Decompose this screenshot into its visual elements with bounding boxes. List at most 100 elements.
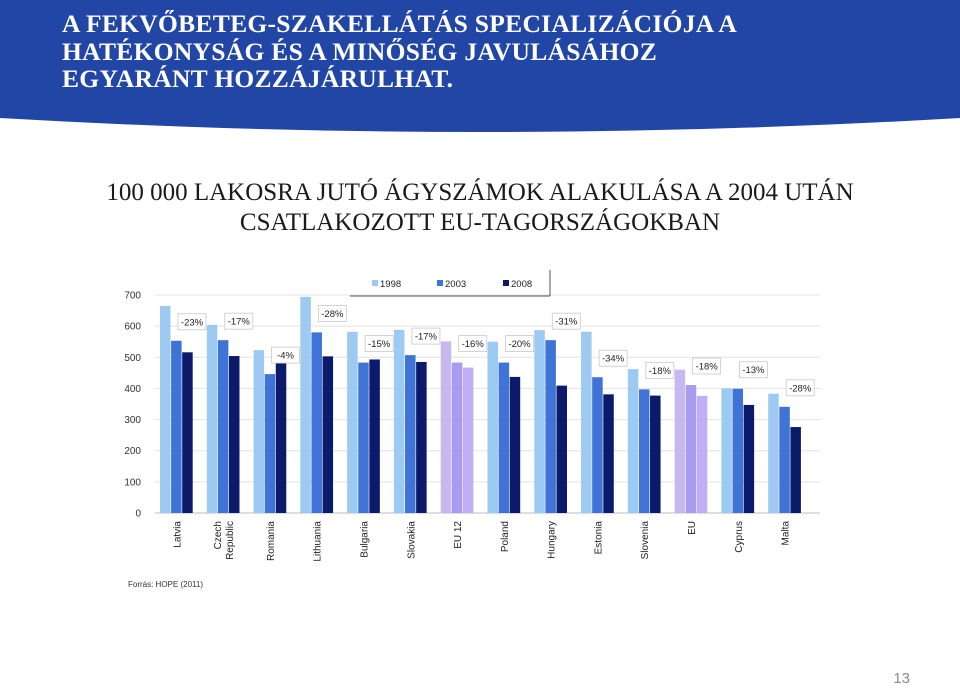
annotation-box xyxy=(551,312,581,330)
annotation-box xyxy=(645,361,675,379)
annotation-label: -28% xyxy=(321,309,344,320)
chart-subtitle: 100 000 LAKOSRA JUTÓ ÁGYSZÁMOK ALAKULÁSA… xyxy=(0,178,960,238)
bar xyxy=(347,331,358,513)
bar xyxy=(534,330,545,513)
title-banner: A FEKVŐBETEG-SZAKELLÁTÁS SPECIALIZÁCIÓJA… xyxy=(0,0,960,140)
bar xyxy=(182,352,193,513)
annotation-label: -28% xyxy=(789,383,812,394)
category-label: Slovakia xyxy=(406,521,417,559)
bar xyxy=(311,332,322,513)
y-tick-label: 600 xyxy=(124,322,141,333)
bar xyxy=(405,355,416,513)
y-tick-label: 200 xyxy=(124,446,141,457)
category-label: Romania xyxy=(266,521,277,561)
y-tick-label: 700 xyxy=(124,291,141,302)
category-label: Malta xyxy=(781,521,792,546)
y-tick-label: 100 xyxy=(124,477,141,488)
annotation-box xyxy=(271,346,300,364)
annotation-box xyxy=(224,312,254,330)
bar xyxy=(217,340,229,513)
banner-shape xyxy=(0,0,960,132)
bar xyxy=(592,377,603,513)
bar xyxy=(416,361,427,513)
annotation-box xyxy=(458,335,488,352)
bar xyxy=(674,369,686,513)
bar xyxy=(638,389,650,513)
bar xyxy=(721,388,732,513)
legend-swatch xyxy=(437,280,443,286)
category-label: Poland xyxy=(500,521,511,552)
bar xyxy=(253,350,265,513)
bar xyxy=(440,341,452,513)
annotation-box xyxy=(411,327,441,345)
bar xyxy=(300,296,311,513)
bar xyxy=(768,393,779,513)
legend-label: 2008 xyxy=(511,279,532,290)
bar xyxy=(509,376,521,513)
bar xyxy=(603,394,614,513)
bar xyxy=(732,388,744,513)
annotation-box xyxy=(785,379,815,397)
category-label: Czech xyxy=(213,521,224,549)
bar xyxy=(160,305,171,513)
bar xyxy=(228,356,240,513)
y-tick-label: 0 xyxy=(135,509,141,520)
category-label: Republic xyxy=(225,521,236,560)
bar xyxy=(650,395,661,513)
bar xyxy=(451,362,463,513)
slide-title-line: A FEKVŐBETEG-SZAKELLÁTÁS SPECIALIZÁCIÓJA… xyxy=(62,9,738,38)
annotation-box xyxy=(692,357,722,375)
annotation-label: -17% xyxy=(228,317,251,328)
annotation-label: -31% xyxy=(555,317,578,328)
annotation-box xyxy=(317,304,347,322)
bar xyxy=(206,324,218,513)
bar xyxy=(743,404,755,513)
annotation-label: -20% xyxy=(508,339,531,350)
y-tick-label: 400 xyxy=(124,384,141,395)
page-number: 13 xyxy=(893,670,910,687)
annotation-box xyxy=(177,313,207,331)
annotation-label: -18% xyxy=(696,362,719,373)
annotation-label: -23% xyxy=(181,317,204,328)
legend-label: 1998 xyxy=(380,279,401,290)
annotation-label: -18% xyxy=(649,366,672,377)
bar xyxy=(275,355,287,513)
bar xyxy=(627,369,639,513)
category-label: Hungary xyxy=(547,521,558,559)
bar xyxy=(322,356,334,513)
chart-subtitle-line: 100 000 LAKOSRA JUTÓ ÁGYSZÁMOK ALAKULÁSA… xyxy=(106,179,854,206)
bar xyxy=(545,340,556,513)
bar xyxy=(369,359,380,513)
legend-swatch xyxy=(372,280,378,286)
annotation-label: -16% xyxy=(462,339,485,350)
source-note: Forrás: HOPE (2011) xyxy=(128,580,203,589)
bar xyxy=(696,395,708,513)
bar xyxy=(779,406,790,513)
annotation-box xyxy=(598,349,628,367)
category-label: Bulgaria xyxy=(359,521,370,558)
bar xyxy=(685,385,697,513)
annotation-box xyxy=(505,335,534,352)
annotation-label: -34% xyxy=(602,354,625,365)
category-label: Slovenia xyxy=(640,521,651,560)
chart-subtitle-line: CSATLAKOZOTT EU-TAGORSZÁGOKBAN xyxy=(239,209,721,236)
category-label: Lithuania xyxy=(313,521,324,562)
annotation-label: -4% xyxy=(277,351,294,362)
annotation-box xyxy=(364,335,394,352)
legend-swatch xyxy=(503,280,509,286)
y-tick-label: 500 xyxy=(124,353,141,364)
bar xyxy=(581,331,592,513)
legend-label: 2003 xyxy=(445,279,466,290)
bar xyxy=(498,362,510,513)
category-label: Latvia xyxy=(172,521,183,548)
bar xyxy=(358,362,369,513)
bar xyxy=(556,385,567,513)
category-label: Cyprus xyxy=(734,521,745,553)
bar xyxy=(264,374,276,513)
y-tick-label: 300 xyxy=(124,415,141,426)
annotation-label: -17% xyxy=(415,332,438,343)
bar xyxy=(487,341,498,513)
slide-title: A FEKVŐBETEG-SZAKELLÁTÁS SPECIALIZÁCIÓJA… xyxy=(62,10,922,93)
bar xyxy=(462,367,474,513)
